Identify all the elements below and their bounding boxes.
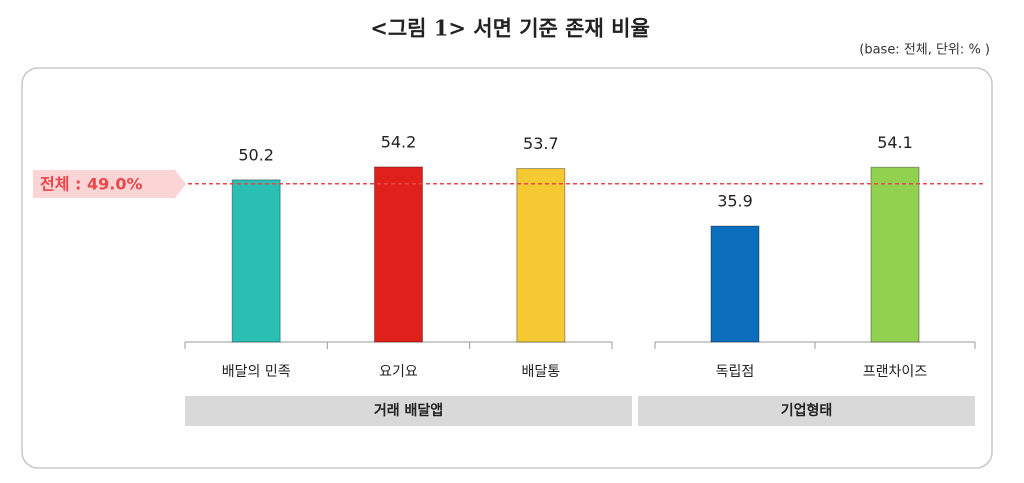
reference-badge [33, 170, 186, 198]
bar [374, 166, 423, 343]
value-label: 54.2 [381, 132, 417, 151]
bar [231, 179, 281, 343]
reference-label: 전체 : 49.0% [40, 175, 143, 194]
bar [870, 166, 920, 343]
x-tick-label: 배달통 [522, 364, 561, 380]
value-label: 54.1 [877, 133, 913, 152]
bar [516, 168, 566, 343]
bar [710, 225, 760, 343]
value-label: 35.9 [717, 192, 753, 211]
x-tick-label: 요기요 [379, 364, 418, 380]
group-band [185, 396, 632, 426]
value-label: 53.7 [523, 134, 559, 153]
x-tick-label: 배달의 민족 [222, 364, 291, 380]
x-tick-label: 프랜차이즈 [863, 364, 928, 380]
group-band [638, 396, 975, 426]
chart-title: <그림 1> 서면 기준 존재 비율 [370, 16, 650, 41]
chart-frame [21, 67, 993, 469]
group-label: 거래 배달앱 [374, 403, 443, 419]
chart-subtitle: (base: 전체, 단위: % ) [859, 43, 990, 58]
x-tick-label: 독립점 [716, 364, 755, 380]
group-label: 기업형태 [781, 402, 833, 419]
value-label: 50.2 [238, 145, 274, 164]
